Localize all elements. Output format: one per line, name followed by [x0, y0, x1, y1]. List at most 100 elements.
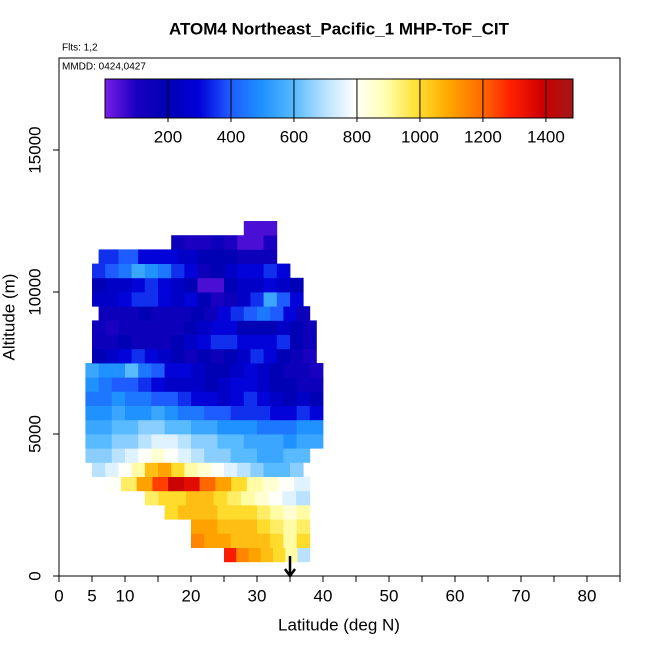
cell	[98, 377, 113, 392]
cell	[270, 448, 284, 463]
cell	[283, 391, 297, 407]
cell	[217, 377, 231, 392]
cell	[125, 306, 139, 321]
cell	[158, 348, 172, 364]
cell	[138, 306, 152, 321]
cell	[210, 320, 225, 336]
cell	[243, 505, 258, 520]
cell	[138, 377, 152, 392]
cell	[204, 519, 218, 534]
cell	[118, 320, 132, 336]
cell	[263, 320, 278, 336]
cell	[296, 448, 311, 463]
colorbar-tick-label: 1000	[401, 127, 439, 146]
cell	[270, 533, 284, 549]
cell	[283, 419, 297, 435]
cell	[118, 249, 139, 265]
cell	[224, 277, 238, 293]
cell	[158, 334, 172, 350]
cell	[144, 334, 159, 350]
cell	[177, 405, 192, 421]
cell	[111, 448, 126, 463]
cell	[257, 533, 271, 549]
cell	[276, 462, 291, 478]
cell	[184, 348, 198, 364]
cell	[297, 547, 311, 563]
cell	[270, 519, 284, 534]
cell	[283, 377, 297, 392]
cell	[285, 547, 298, 563]
colorbar-tick-label: 1400	[527, 127, 565, 146]
cell	[144, 263, 159, 279]
cell	[177, 306, 192, 321]
cell	[250, 348, 264, 364]
cell	[164, 405, 179, 421]
cell	[268, 490, 283, 506]
cell	[215, 476, 232, 492]
cell	[85, 448, 99, 463]
cell	[191, 434, 205, 449]
cell	[250, 263, 264, 279]
cell	[151, 306, 165, 321]
cell	[290, 320, 304, 336]
cell	[125, 419, 139, 435]
cell	[164, 505, 179, 520]
cell	[177, 377, 192, 392]
cell	[111, 405, 126, 421]
cell	[125, 434, 139, 449]
cell	[204, 391, 218, 407]
cell	[257, 377, 271, 392]
cell	[283, 405, 297, 421]
cell	[184, 277, 198, 293]
cell	[92, 277, 106, 293]
cell	[152, 476, 169, 492]
cell	[92, 292, 106, 307]
cell	[138, 391, 152, 407]
cell	[197, 348, 212, 364]
cell	[184, 320, 198, 336]
cell	[283, 448, 297, 463]
cell	[217, 448, 231, 463]
cell	[111, 419, 126, 435]
cell	[217, 306, 231, 321]
cell	[270, 434, 284, 449]
cell	[199, 490, 214, 506]
cell	[85, 363, 99, 378]
cell	[270, 377, 284, 392]
cell	[85, 377, 99, 392]
cell	[131, 263, 146, 279]
cell	[237, 334, 251, 350]
cell	[151, 419, 165, 435]
cell	[204, 533, 218, 549]
cell	[171, 334, 185, 350]
cell	[105, 476, 122, 492]
cell	[118, 348, 132, 364]
cell	[236, 547, 249, 563]
cell	[125, 363, 139, 378]
cell	[183, 476, 201, 492]
cell	[177, 363, 192, 378]
cell	[98, 249, 119, 265]
cell	[224, 348, 238, 364]
cell	[204, 448, 218, 463]
cell	[131, 292, 146, 307]
cell	[177, 448, 192, 463]
y-axis-label: Altitude (m)	[0, 274, 18, 361]
cell	[111, 377, 126, 392]
cell	[237, 348, 251, 364]
cell	[210, 277, 225, 293]
cell	[184, 235, 198, 250]
cell	[309, 391, 324, 407]
cell	[85, 419, 99, 435]
cell	[98, 405, 113, 421]
cell	[263, 235, 278, 250]
cell	[98, 448, 113, 463]
cell	[92, 263, 106, 279]
cell	[243, 419, 258, 435]
cell	[92, 320, 106, 336]
colorbar	[104, 78, 574, 119]
cell	[191, 448, 205, 463]
cell	[125, 405, 139, 421]
cell	[243, 448, 258, 463]
colorbar-tick-label: 600	[280, 127, 308, 146]
